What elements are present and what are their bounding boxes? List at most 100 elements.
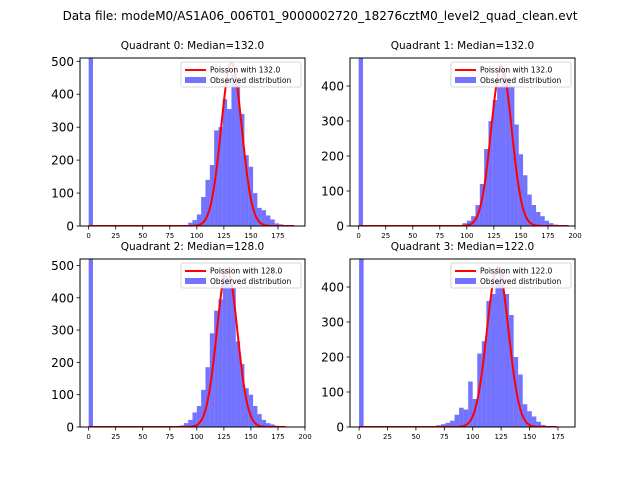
histogram-bar	[196, 406, 202, 427]
histogram-bar	[472, 399, 478, 427]
x-tick-label: 75	[165, 433, 174, 441]
histogram-bar	[510, 86, 515, 226]
histogram-bar	[222, 99, 228, 226]
histogram-bar	[235, 81, 241, 226]
histogram-bar	[527, 194, 532, 226]
y-tick-label: 400	[51, 291, 74, 305]
y-tick-label: 100	[51, 187, 74, 201]
histogram-bar	[270, 424, 275, 427]
histogram-bar	[481, 341, 487, 427]
histogram-bar	[244, 388, 249, 427]
histogram-bar	[201, 197, 206, 226]
x-tick-label: 150	[244, 433, 257, 441]
histogram-bar	[257, 414, 262, 427]
histogram-bar	[540, 424, 546, 427]
histogram-bar	[454, 414, 460, 427]
y-tick-label: 100	[51, 388, 74, 402]
x-tick-label: 150	[523, 433, 536, 441]
x-tick-label: 200	[568, 232, 581, 240]
histogram-bar	[192, 220, 197, 226]
legend-box	[180, 61, 302, 88]
legend-box	[180, 262, 302, 289]
y-tick-label: 400	[321, 80, 344, 94]
quadrant-panel-1: Quadrant 1: Median=132.0 0 100 200 300 400 0 25…	[321, 40, 582, 240]
x-tick-label: 175	[551, 433, 564, 441]
panels: Quadrant 0: Median=132.00100200300400500…	[51, 40, 582, 441]
x-tick-label: 75	[435, 232, 444, 240]
legend-observed-swatch	[455, 278, 476, 284]
y-tick-label: 300	[321, 115, 344, 129]
legend-observed-label: Observed distribution	[210, 76, 291, 85]
y-tick-label: 300	[51, 121, 74, 135]
histogram-bar	[88, 58, 93, 226]
histogram-bar	[359, 259, 364, 427]
x-tick-label: 25	[381, 232, 390, 240]
x-tick-label: 150	[514, 232, 527, 240]
y-tick-label: 300	[321, 316, 344, 330]
y-tick-label: 400	[51, 88, 74, 102]
x-tick-label: 200	[298, 433, 311, 441]
y-tick-label: 200	[51, 356, 74, 370]
histogram-bar	[270, 219, 275, 226]
y-tick-label: 200	[321, 351, 344, 365]
histogram-bar	[218, 299, 223, 427]
histogram-bar	[466, 220, 472, 226]
x-tick-label: 175	[271, 232, 284, 240]
histogram-bar	[540, 216, 545, 226]
axes-frame	[79, 258, 306, 428]
x-tick-label: 25	[111, 232, 120, 240]
histogram-bar	[222, 275, 228, 427]
x-tick-label: 175	[541, 232, 554, 240]
histogram-bars	[359, 259, 555, 427]
legend-box	[450, 61, 572, 88]
histogram-bar	[196, 214, 202, 226]
histogram-bar	[248, 394, 254, 427]
x-tick-label: 0	[86, 232, 90, 240]
panel-title: Quadrant 2: Median=128.0	[121, 241, 264, 253]
histogram-bar	[440, 424, 446, 427]
legend-fit-label: Poission with 122.0	[480, 267, 553, 276]
histogram-bar	[240, 114, 245, 226]
histogram-bar	[459, 407, 464, 427]
histogram-bar	[492, 100, 498, 226]
panel-title: Quadrant 3: Median=122.0	[391, 241, 534, 253]
legend-observed-swatch	[455, 77, 476, 83]
histogram-bar	[261, 210, 267, 226]
legend-fit-label: Poisson with 132.0	[210, 66, 280, 75]
histogram-bar	[88, 259, 93, 427]
histogram-bar	[227, 276, 232, 427]
x-tick-label: 125	[494, 433, 507, 441]
y-tick-label: 0	[336, 220, 344, 234]
histogram-bar	[531, 205, 537, 226]
histogram-bar	[462, 223, 467, 226]
x-tick-label: 75	[440, 433, 449, 441]
legend-observed-swatch	[185, 278, 206, 284]
histogram-bar	[531, 416, 537, 427]
histogram-bar	[205, 179, 210, 226]
histogram-bar	[214, 310, 219, 427]
x-tick-label: 50	[408, 232, 417, 240]
histogram-bar	[500, 269, 505, 427]
histogram-bar	[536, 421, 541, 427]
histogram-bar	[518, 154, 524, 226]
histogram-bar	[240, 364, 245, 427]
legend-fit-label: Poission with 128.0	[210, 267, 283, 276]
y-tick-label: 0	[66, 220, 74, 234]
x-tick-label: 0	[86, 433, 90, 441]
histogram-bar	[523, 175, 528, 226]
x-tick-label: 100	[466, 433, 479, 441]
histogram-bar	[536, 212, 541, 226]
histogram-bar	[192, 412, 197, 427]
y-tick-label: 500	[51, 259, 74, 273]
histogram-bar	[188, 222, 193, 226]
histogram-bar	[518, 374, 523, 427]
x-tick-label: 100	[190, 433, 203, 441]
histogram-bar	[450, 420, 455, 427]
axes-frame	[349, 258, 576, 428]
x-tick-label: 0	[357, 433, 361, 441]
quadrant-panel-0: Quadrant 0: Median=132.00100200300400500…	[51, 40, 306, 240]
histogram-bar	[358, 58, 363, 226]
